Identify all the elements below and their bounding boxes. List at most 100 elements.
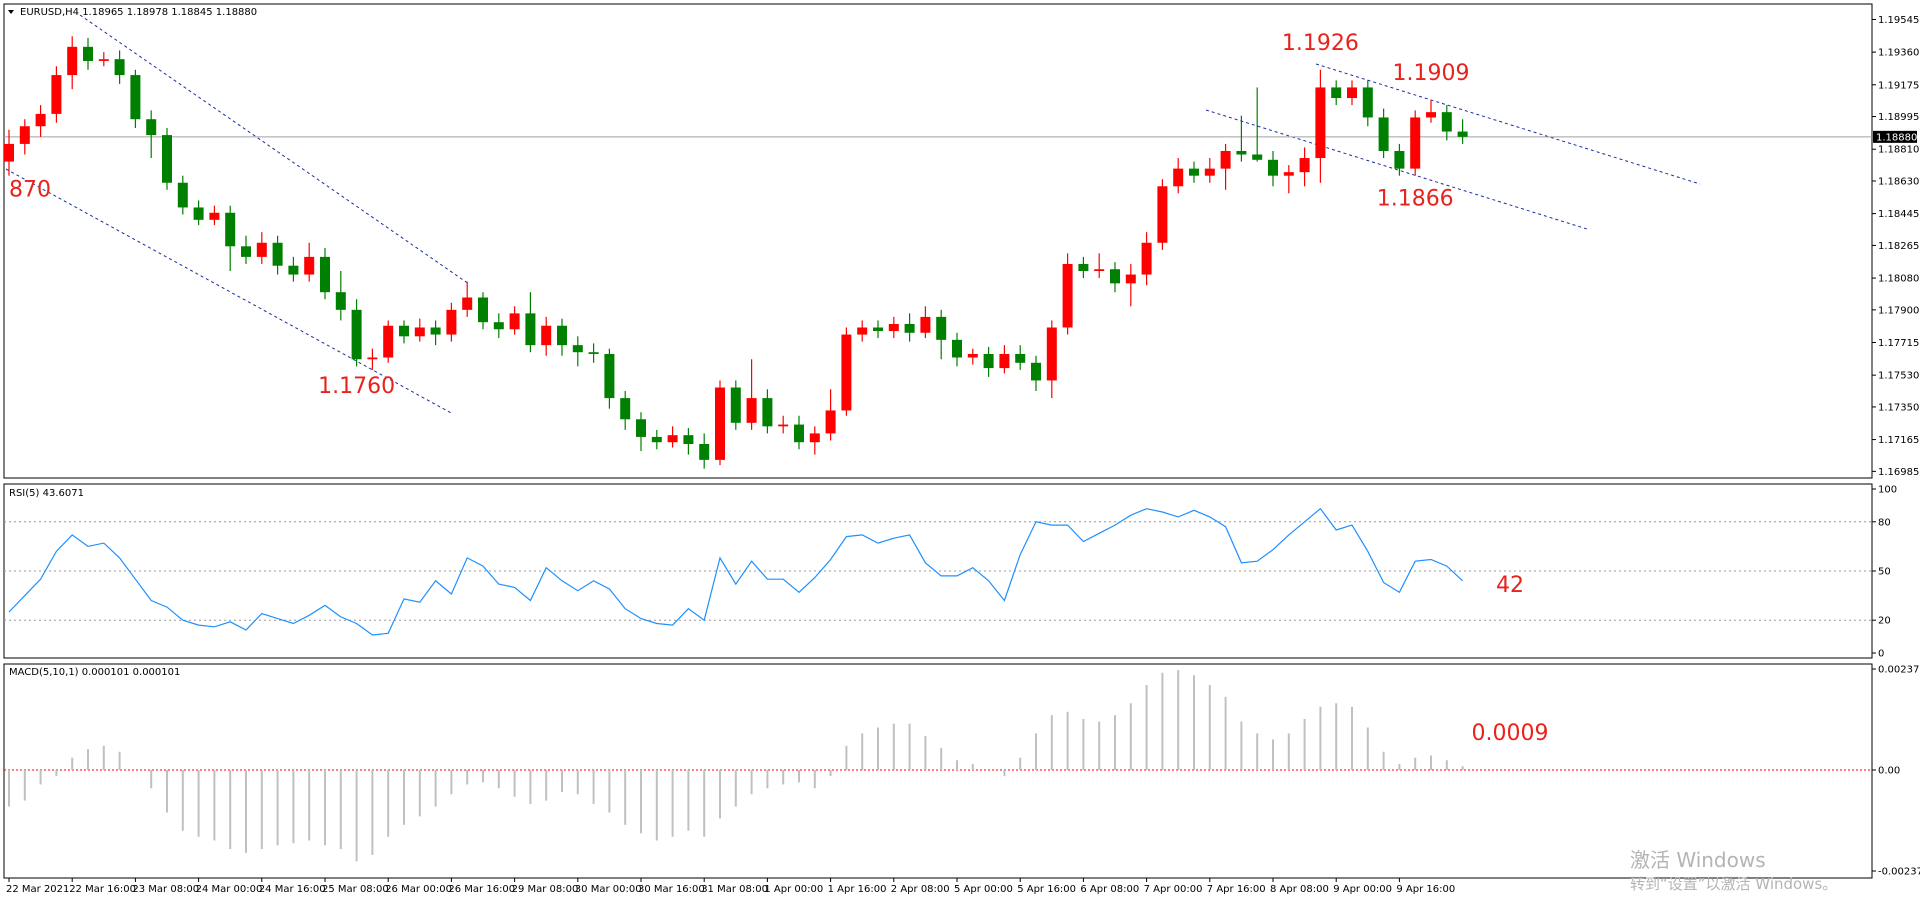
x-tick-label: 25 Mar 08:00 — [322, 884, 389, 895]
y-tick-label: 1.19360 — [1878, 48, 1919, 59]
watermark: 转到“设置”以激活 Windows。 — [1630, 875, 1837, 893]
y-tick-label: 1.18265 — [1878, 241, 1919, 252]
candle-body — [1362, 87, 1373, 118]
trend-line — [79, 14, 470, 285]
candle-body — [1204, 168, 1215, 176]
x-tick-label: 9 Apr 16:00 — [1396, 884, 1455, 895]
x-tick-label: 29 Mar 08:00 — [512, 884, 579, 895]
candle-body — [636, 419, 646, 437]
candle-body — [367, 357, 378, 360]
x-tick-label: 24 Mar 16:00 — [259, 884, 326, 895]
candle-body — [999, 353, 1010, 369]
candle-body — [762, 398, 773, 427]
candle-body — [1173, 168, 1184, 187]
candle-body — [778, 424, 789, 427]
candle-body — [1457, 131, 1468, 137]
x-tick-label: 22 Mar 2021 — [6, 884, 69, 895]
candle-body — [19, 126, 30, 144]
candle-body — [272, 242, 283, 266]
candle-body — [572, 345, 583, 353]
y-tick-label: 1.16985 — [1878, 467, 1919, 478]
candle-body — [256, 242, 267, 257]
candle-body — [1141, 242, 1152, 275]
candle-body — [557, 325, 567, 346]
rsi-line — [8, 507, 1464, 636]
x-tick-label: 5 Apr 00:00 — [954, 884, 1013, 895]
y-tick-label: 0 — [1878, 649, 1884, 660]
x-tick-label: 6 Apr 08:00 — [1080, 884, 1139, 895]
x-tick-label: 2 Apr 08:00 — [891, 884, 950, 895]
macd-panel — [3, 663, 1873, 879]
candle-body — [730, 387, 741, 423]
candle-body — [620, 398, 631, 420]
candle-body — [304, 256, 315, 275]
menu-arrow[interactable] — [8, 10, 14, 14]
candle-body — [67, 46, 78, 76]
candle-body — [1378, 117, 1389, 151]
watermark: 激活 Windows — [1630, 848, 1766, 872]
candle-body — [825, 410, 836, 434]
candle-body — [241, 246, 251, 257]
candle-body — [952, 339, 962, 358]
candle-body — [1299, 158, 1310, 173]
x-tick-label: 22 Mar 16:00 — [69, 884, 136, 895]
candle-body — [114, 59, 125, 76]
y-tick-label: 1.18810 — [1878, 145, 1919, 156]
candle-body — [351, 309, 362, 360]
candle-body — [1410, 117, 1421, 169]
candle-body — [1157, 186, 1168, 243]
candle-body — [1347, 87, 1357, 99]
y-tick-label: -0.002377 — [1878, 867, 1920, 878]
candle-body — [1236, 150, 1247, 155]
x-tick-label: 26 Mar 16:00 — [448, 884, 515, 895]
candle-body — [462, 297, 473, 310]
x-tick-label: 24 Mar 00:00 — [196, 884, 263, 895]
annotation: 1.1760 — [318, 374, 395, 399]
trend-line — [1205, 109, 1588, 230]
candle-body — [683, 435, 694, 444]
y-tick-label: 100 — [1878, 485, 1897, 496]
candle-body — [1331, 87, 1342, 99]
candle-body — [667, 435, 678, 443]
candle-body — [715, 387, 725, 460]
candle-body — [1125, 274, 1136, 284]
candle-body — [4, 143, 14, 162]
main-panel — [3, 3, 1873, 479]
candle-body — [857, 327, 868, 335]
candle-body — [493, 322, 504, 330]
candle-body — [478, 297, 488, 323]
y-tick-label: 1.18080 — [1878, 274, 1919, 285]
x-tick-label: 31 Mar 08:00 — [701, 884, 768, 895]
last-price-label: 1.18880 — [1876, 132, 1917, 143]
candle-body — [809, 433, 820, 443]
trend-line — [5, 168, 454, 415]
candle-body — [320, 256, 330, 293]
y-tick-label: 0.002377 — [1878, 665, 1920, 676]
candle-body — [446, 309, 457, 335]
candle-body — [983, 353, 994, 369]
candle-body — [794, 424, 804, 443]
candle-body — [83, 46, 93, 61]
candle-body — [193, 207, 204, 220]
candle-body — [1315, 87, 1326, 159]
annotation: 42 — [1496, 573, 1524, 598]
y-tick-label: 1.18630 — [1878, 176, 1919, 187]
candle-body — [1252, 154, 1263, 160]
x-tick-label: 1 Apr 16:00 — [828, 884, 887, 895]
candle-body — [1394, 150, 1405, 169]
annotation: 1.1926 — [1282, 31, 1359, 56]
y-tick-label: 80 — [1878, 517, 1891, 528]
candle-body — [288, 265, 299, 275]
candle-body — [604, 353, 615, 399]
y-tick-label: 50 — [1878, 567, 1891, 578]
x-tick-label: 26 Mar 00:00 — [385, 884, 452, 895]
candle-body — [1046, 327, 1057, 381]
y-tick-label: 20 — [1878, 616, 1891, 627]
y-tick-label: 0.00 — [1878, 766, 1900, 777]
candle-body — [1268, 159, 1278, 176]
y-tick-label: 1.19545 — [1878, 15, 1919, 26]
candle-body — [430, 327, 441, 335]
candle-body — [588, 352, 599, 354]
